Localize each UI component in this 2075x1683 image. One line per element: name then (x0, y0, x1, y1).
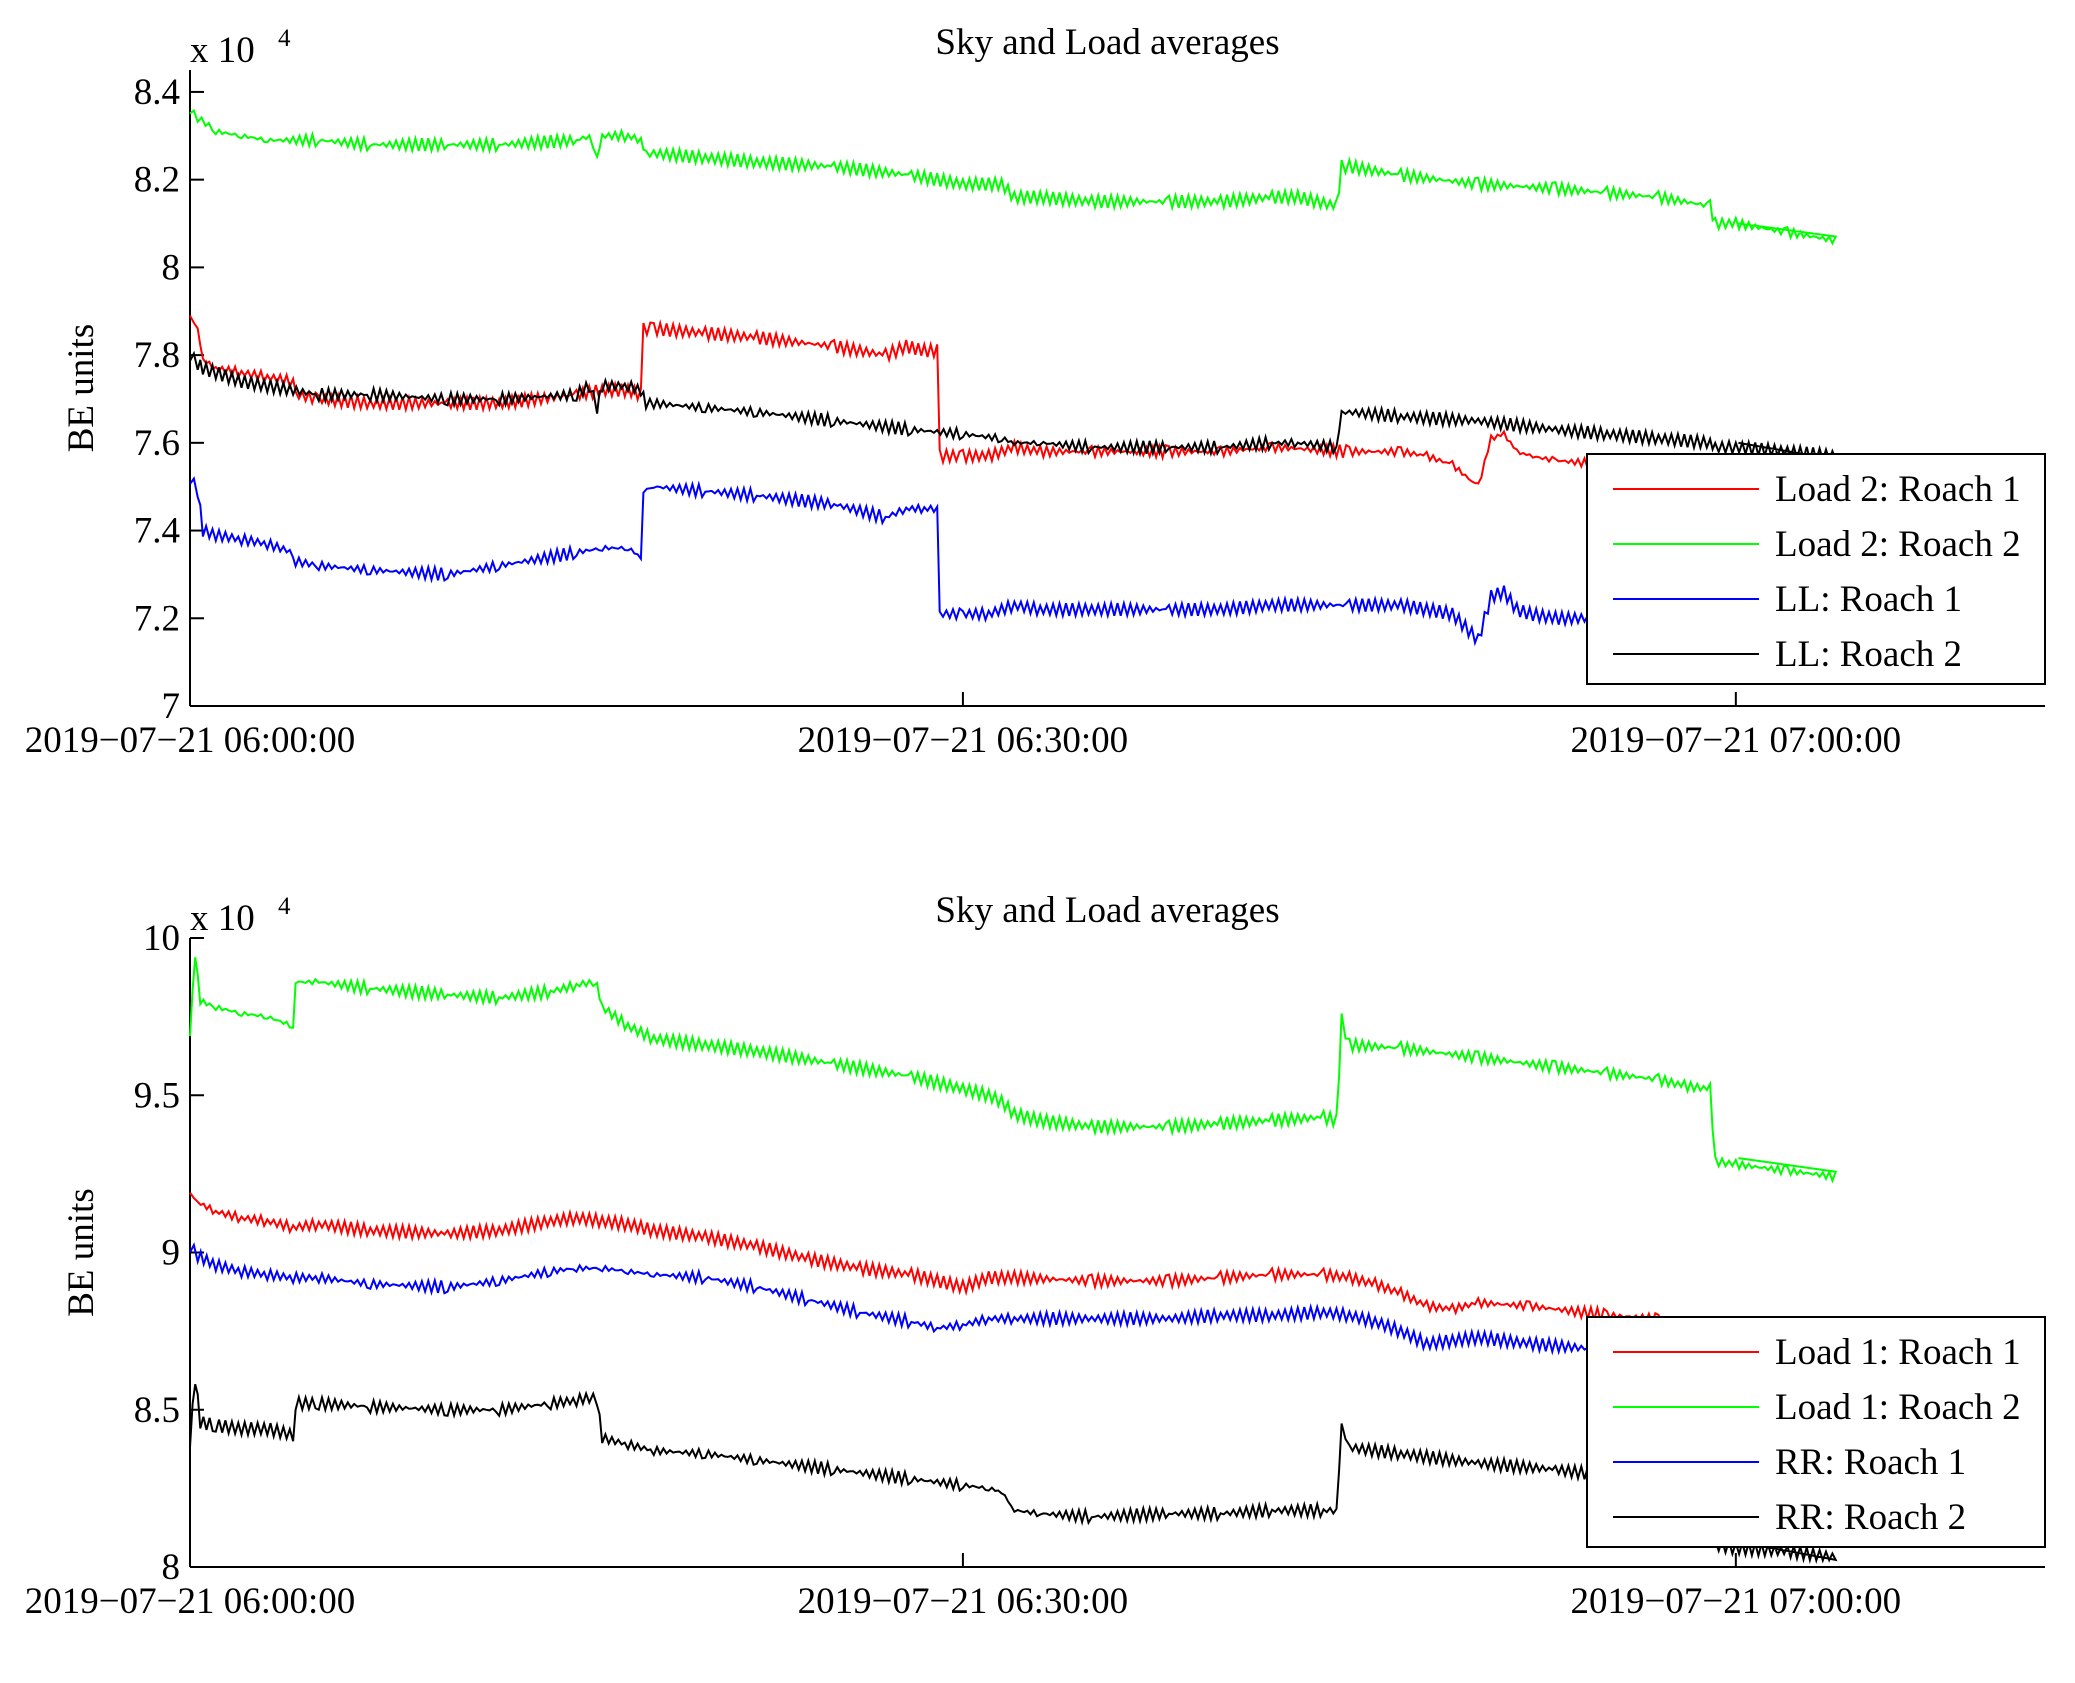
x-tick-label: 2019−07−21 06:00:00 (25, 720, 356, 761)
series-line-0 (189, 1192, 1737, 1333)
series-line-2 (189, 1242, 1737, 1375)
x-tick-label: 2019−07−21 06:30:00 (798, 1581, 1129, 1622)
series-line-3 (189, 1383, 1838, 1565)
y-tick-label: 7 (162, 686, 181, 727)
x-tick-label: 2019−07−21 06:00:00 (25, 1581, 356, 1622)
y-tick-label: 10 (143, 918, 180, 959)
series-line-1 (189, 108, 1838, 246)
y-tick-label: 8.2 (134, 160, 180, 201)
y-tick-label: 7.4 (134, 511, 180, 552)
chart-title: Sky and Load averages (935, 22, 1279, 63)
y-exponent-label: x 10 (190, 898, 255, 939)
x-tick-label: 2019−07−21 06:30:00 (798, 720, 1129, 761)
y-tick-label: 7.2 (134, 598, 180, 639)
legend-entry: Load 2: Roach 2 (1775, 524, 2021, 565)
x-tick-label: 2019−07−21 07:00:00 (1571, 1581, 1902, 1622)
legend-box (1586, 1316, 2046, 1548)
chart-title: Sky and Load averages (935, 890, 1279, 931)
x-tick-label: 2019−07−21 07:00:00 (1571, 720, 1902, 761)
y-tick-label: 8.5 (134, 1390, 180, 1431)
y-tick-label: 8 (162, 247, 181, 288)
legend-entry: RR: Roach 1 (1775, 1442, 1966, 1483)
legend-box (1586, 453, 2046, 685)
y-axis-label: BE units (61, 324, 102, 453)
y-exponent-label: x 10 (190, 30, 255, 71)
series-line-3 (189, 350, 1838, 465)
chart-top: Sky and Load averages BE units x 10 4 7 7.2 7.… (25, 22, 2046, 761)
legend-entry: Load 2: Roach 1 (1775, 469, 2021, 510)
series-line-2 (189, 476, 1742, 647)
y-tick-label: 9.5 (134, 1075, 180, 1116)
legend-entry: Load 1: Roach 1 (1775, 1332, 2021, 1373)
legend-entry: Load 1: Roach 2 (1775, 1387, 2021, 1428)
y-tick-label: 9 (162, 1233, 181, 1274)
y-exponent: 4 (278, 25, 291, 52)
y-tick-label: 8.4 (134, 72, 180, 113)
y-exponent: 4 (278, 893, 291, 920)
y-tick-label: 7.8 (134, 335, 180, 376)
y-tick-label: 7.6 (134, 423, 180, 464)
legend-entry: LL: Roach 1 (1775, 579, 1962, 620)
y-axis-label: BE units (61, 1188, 102, 1317)
legend-entry: LL: Roach 2 (1775, 634, 1962, 675)
legend-entry: RR: Roach 2 (1775, 1497, 1966, 1538)
y-tick-label: 8 (162, 1547, 181, 1588)
series-line-1 (189, 957, 1838, 1184)
chart-bottom: Sky and Load averages BE units x 10 4 8 8.5 9 9… (25, 890, 2046, 1622)
